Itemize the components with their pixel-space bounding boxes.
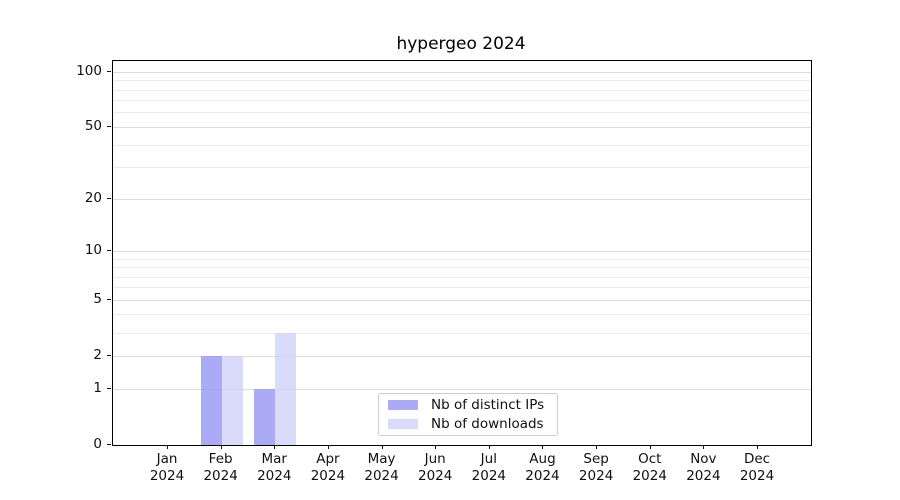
x-axis-tick-label: Oct 2024 — [632, 451, 667, 484]
x-axis-tick — [488, 445, 490, 449]
plot-area — [112, 60, 812, 446]
x-axis-tick — [167, 445, 168, 449]
bar — [221, 356, 243, 445]
y-axis-tick — [107, 71, 111, 73]
x-axis-tick — [327, 445, 329, 449]
legend-swatch — [388, 400, 418, 411]
x-axis-tick — [703, 445, 705, 449]
legend-swatch — [388, 418, 418, 429]
x-axis-tick-label: Nov 2024 — [686, 451, 721, 484]
gridline — [113, 267, 811, 268]
x-axis-tick-label: Aug 2024 — [525, 451, 560, 484]
gridline — [113, 89, 811, 91]
gridline — [113, 258, 811, 260]
gridline — [113, 80, 811, 82]
gridline — [113, 126, 811, 128]
y-axis-tick — [107, 355, 111, 357]
x-axis-tick — [649, 445, 651, 449]
chart-title: hypergeo 2024 — [396, 34, 526, 54]
y-axis-tick — [107, 126, 111, 128]
x-axis-tick-label: Apr 2024 — [310, 451, 346, 484]
gridline — [113, 100, 811, 102]
bar — [254, 389, 276, 445]
y-axis-tick-label: 2 — [93, 347, 102, 364]
x-axis-tick — [381, 445, 383, 449]
x-axis-tick — [435, 445, 437, 449]
x-axis-tick-label: Feb 2024 — [203, 451, 238, 484]
gridline — [113, 112, 811, 114]
legend-entry: Nb of distinct IPs — [388, 397, 549, 414]
legend-label: Nb of distinct IPs — [431, 397, 545, 414]
y-axis-tick-label: 1 — [93, 380, 102, 396]
y-axis-tick — [107, 198, 111, 200]
y-axis-tick-label: 0 — [93, 436, 102, 452]
y-axis-tick — [107, 444, 111, 445]
y-axis-tick-label: 5 — [93, 291, 102, 308]
x-axis-tick — [757, 445, 759, 449]
x-axis-tick-label: Sep 2024 — [578, 451, 614, 484]
gridline — [113, 167, 811, 169]
gridline — [113, 250, 811, 252]
gridline — [113, 198, 811, 200]
x-axis-tick-label: Mar 2024 — [257, 451, 292, 484]
y-axis-tick-label: 20 — [84, 190, 102, 207]
gridline — [113, 287, 811, 289]
y-axis-tick — [107, 250, 111, 252]
gridline — [113, 314, 811, 316]
x-axis-tick — [542, 445, 544, 449]
y-axis-tick-label: 10 — [84, 242, 102, 259]
x-axis-tick — [596, 445, 598, 449]
y-axis-tick — [107, 299, 111, 301]
y-axis-tick-label: 50 — [84, 118, 102, 135]
x-axis-tick-label: Jan 2024 — [149, 451, 185, 484]
x-axis-tick — [220, 445, 222, 449]
gridline — [113, 388, 811, 390]
gridline — [113, 71, 811, 73]
legend-label: Nb of downloads — [431, 415, 544, 432]
x-axis-tick-label: May 2024 — [364, 451, 399, 484]
gridline — [113, 144, 811, 146]
gridline — [113, 355, 811, 357]
bar — [200, 356, 222, 445]
gridline — [113, 299, 811, 301]
legend-entry: Nb of downloads — [388, 416, 549, 433]
gridline — [113, 332, 811, 334]
gridline — [113, 276, 811, 278]
x-axis-tick-label: Dec 2024 — [739, 451, 775, 484]
x-axis-tick-label: Jul 2024 — [471, 451, 506, 484]
bar — [275, 333, 297, 445]
y-axis-tick-label: 100 — [76, 63, 102, 80]
legend: Nb of distinct IPs Nb of downloads — [378, 393, 558, 436]
y-axis-tick — [107, 388, 111, 389]
x-axis-tick-label: Jun 2024 — [418, 451, 453, 484]
x-axis-tick — [274, 445, 276, 449]
